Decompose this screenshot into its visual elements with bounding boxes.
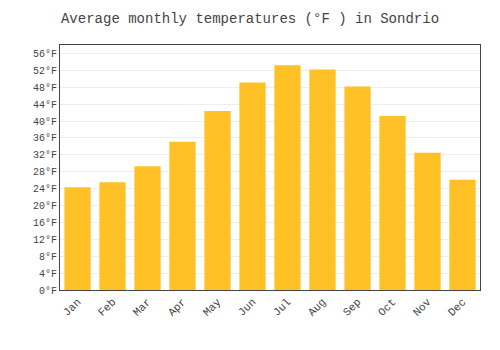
svg-text:20°F: 20°F bbox=[33, 201, 57, 212]
svg-text:32°F: 32°F bbox=[33, 150, 57, 161]
svg-text:Jun: Jun bbox=[236, 296, 258, 318]
svg-text:16°F: 16°F bbox=[33, 218, 57, 229]
svg-text:Average monthly temperatures (: Average monthly temperatures (°F ) in So… bbox=[61, 11, 439, 27]
svg-text:Jan: Jan bbox=[61, 296, 83, 318]
svg-text:Dec: Dec bbox=[446, 296, 468, 318]
svg-text:Aug: Aug bbox=[306, 296, 328, 318]
svg-text:56°F: 56°F bbox=[33, 49, 57, 60]
svg-text:36°F: 36°F bbox=[33, 133, 57, 144]
svg-text:Nov: Nov bbox=[411, 296, 434, 319]
svg-text:44°F: 44°F bbox=[33, 100, 57, 111]
svg-text:24°F: 24°F bbox=[33, 184, 57, 195]
svg-text:Apr: Apr bbox=[166, 296, 188, 318]
svg-text:Jul: Jul bbox=[271, 296, 293, 318]
svg-text:48°F: 48°F bbox=[33, 83, 57, 94]
svg-text:Mar: Mar bbox=[131, 296, 153, 318]
svg-text:Feb: Feb bbox=[96, 296, 118, 318]
svg-text:40°F: 40°F bbox=[33, 117, 57, 128]
svg-text:28°F: 28°F bbox=[33, 167, 57, 178]
svg-text:52°F: 52°F bbox=[33, 66, 57, 77]
svg-text:May: May bbox=[201, 296, 224, 319]
svg-text:0°F: 0°F bbox=[39, 286, 57, 297]
svg-text:12°F: 12°F bbox=[33, 235, 57, 246]
svg-text:Oct: Oct bbox=[376, 296, 398, 318]
svg-text:8°F: 8°F bbox=[39, 252, 57, 263]
svg-text:Sep: Sep bbox=[341, 296, 363, 318]
svg-text:4°F: 4°F bbox=[39, 269, 57, 280]
